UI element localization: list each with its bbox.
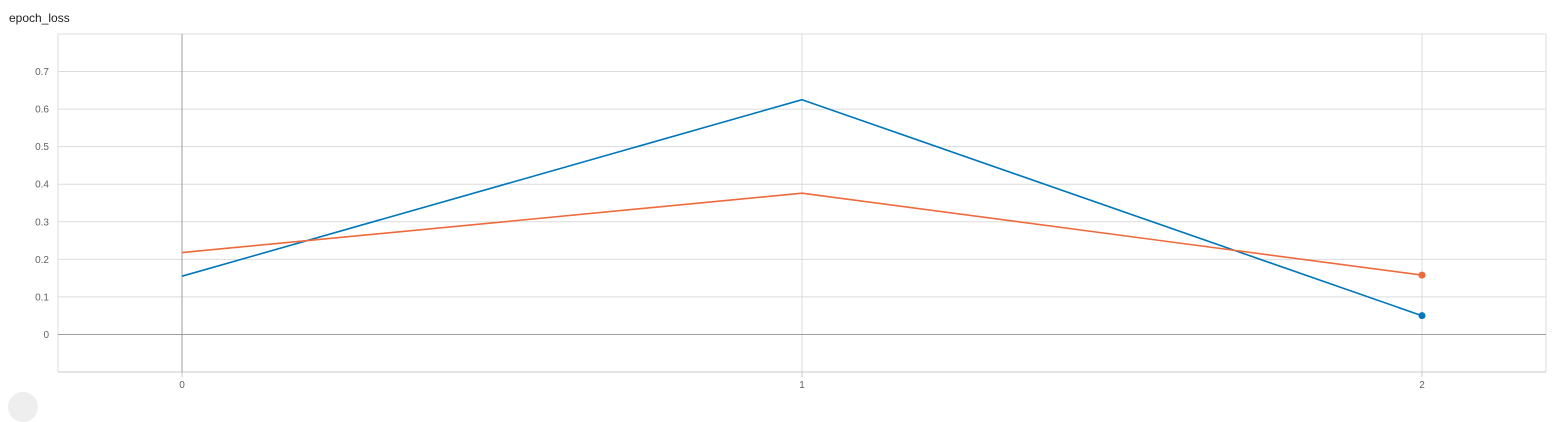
y-tick-label: 0.6 [35, 105, 49, 116]
y-tick-label: 0.1 [35, 292, 49, 303]
series-line-1 [181, 98, 1423, 317]
y-tick-label: 0.3 [35, 217, 49, 228]
y-tick-label: 0 [43, 330, 49, 341]
series-end-point-2 [1418, 271, 1426, 279]
line-chart: 0 0.1 0.2 0.3 0.4 0.5 0.6 0.7 0 1 2 [35, 33, 1547, 391]
chart-title: epoch_loss [9, 11, 70, 25]
x-tick-label: 1 [799, 380, 805, 391]
y-tick-label: 0.2 [35, 255, 49, 266]
y-tick-label: 0.7 [35, 67, 49, 78]
y-tick-label: 0.4 [35, 180, 49, 191]
tick-labels: 0 0.1 0.2 0.3 0.4 0.5 0.6 0.7 0 1 2 [35, 67, 1425, 391]
x-tick-label: 2 [1419, 380, 1425, 391]
series-line-2 [181, 192, 1423, 276]
axis-layer [58, 34, 1546, 377]
grid-layer [57, 33, 1547, 372]
series-layer [181, 98, 1426, 320]
y-tick-label: 0.5 [35, 142, 49, 153]
series-end-point-1 [1418, 312, 1426, 320]
x-tick-label: 0 [179, 380, 185, 391]
fit-domain-button[interactable] [8, 392, 38, 422]
